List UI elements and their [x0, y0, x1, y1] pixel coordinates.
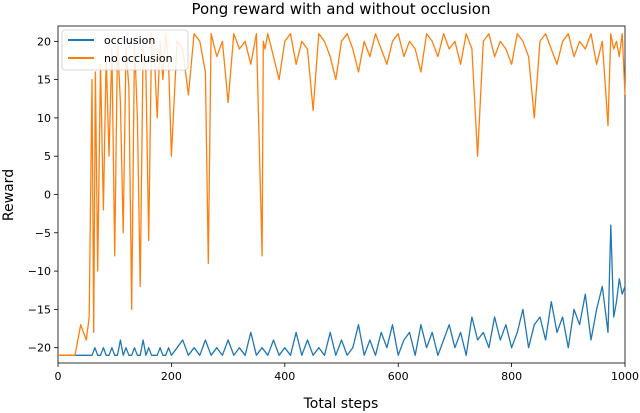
y-tick-label: 10 — [37, 112, 51, 125]
y-tick-label: −5 — [35, 227, 51, 240]
y-tick-label: −20 — [28, 342, 51, 355]
x-tick-label: 1000 — [611, 370, 639, 383]
x-axis-label: Total steps — [303, 396, 379, 412]
y-tick-label: 0 — [44, 189, 51, 202]
y-tick-label: 15 — [37, 74, 51, 87]
series-line-no-occlusion — [58, 33, 626, 356]
legend-label-occlusion: occlusion — [104, 34, 155, 47]
legend: occlusion no occlusion — [61, 29, 189, 71]
x-tick-label: 600 — [388, 370, 409, 383]
y-tick-label: −10 — [28, 265, 51, 278]
x-tick-label: 400 — [274, 370, 295, 383]
legend-label-no-occlusion: no occlusion — [104, 52, 173, 65]
y-tick-label: 5 — [44, 150, 51, 163]
axes-layer: 0 200 400 600 800 1000 −20 −15 −10 −5 0 5 10 15 20 — [28, 35, 639, 383]
series-layer — [58, 33, 626, 356]
x-tick-label: 0 — [55, 370, 62, 383]
x-tick-label: 200 — [161, 370, 182, 383]
x-tick-label: 800 — [501, 370, 522, 383]
y-tick-label: 20 — [37, 35, 51, 48]
y-axis-label: Reward — [1, 169, 17, 221]
chart-title: Pong reward with and without occlusion — [192, 0, 491, 18]
y-tick-label: −15 — [28, 303, 51, 316]
series-line-occlusion — [58, 224, 626, 356]
